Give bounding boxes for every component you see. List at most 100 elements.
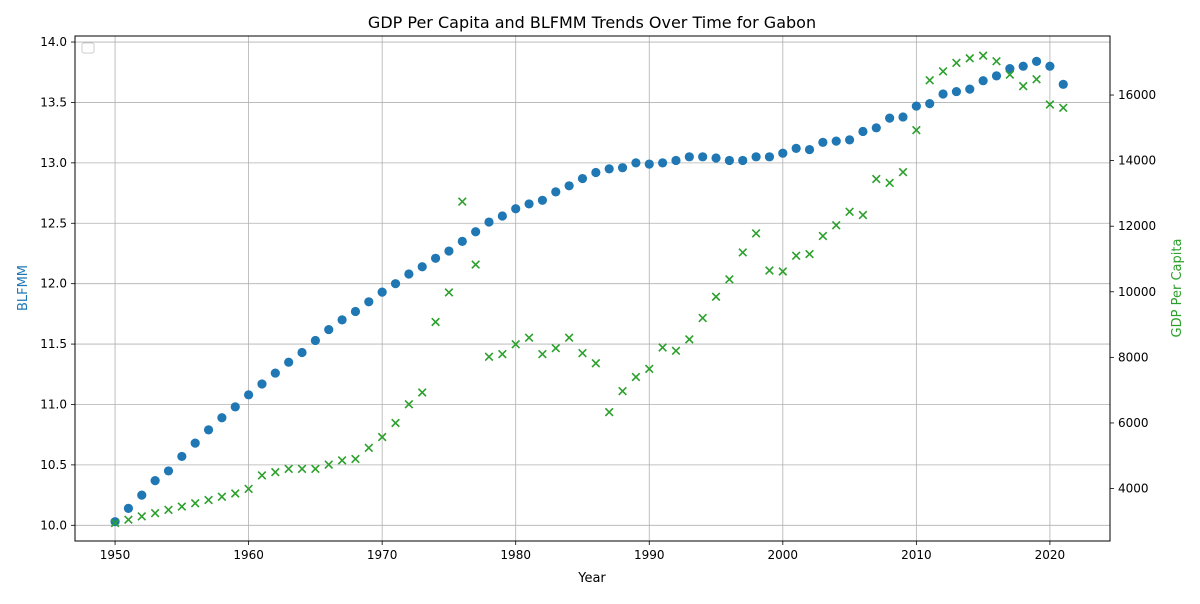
gdp-point <box>364 443 374 453</box>
gdp-point <box>190 498 200 508</box>
y-right-tick-label: 16000 <box>1118 88 1156 102</box>
blfmm-point <box>938 89 948 99</box>
blfmm-point <box>844 135 855 145</box>
y-right-tick-label: 8000 <box>1118 350 1149 364</box>
blfmm-point <box>764 152 775 162</box>
chart-title: GDP Per Capita and BLFMM Trends Over Tim… <box>368 13 816 32</box>
gdp-point <box>391 418 400 428</box>
y-left-tick-label: 11.5 <box>40 337 67 351</box>
gdp-point <box>217 492 227 502</box>
y-left-tick-label: 14.0 <box>40 35 67 49</box>
gdp-point <box>871 174 881 184</box>
y-left-tick-label: 10.0 <box>40 518 67 532</box>
x-tick-label: 1990 <box>634 548 665 562</box>
gdp-point <box>337 455 347 465</box>
gdp-point <box>952 58 961 68</box>
gdp-point <box>150 508 160 518</box>
y-left-tick-label: 12.0 <box>40 277 67 291</box>
gdp-point <box>297 464 307 474</box>
blfmm-point <box>778 148 788 158</box>
blfmm-point <box>163 466 174 476</box>
gdp-point <box>711 292 721 302</box>
x-tick-label: 1970 <box>367 548 398 562</box>
gdp-point <box>177 502 187 511</box>
gdp-point <box>564 333 574 343</box>
y-left-tick-label: 13.0 <box>40 156 67 170</box>
gdp-point <box>311 464 320 474</box>
gdp-point <box>911 125 921 135</box>
blfmm-point <box>577 173 588 184</box>
blfmm-point <box>658 158 668 168</box>
blfmm-point <box>137 490 147 500</box>
gdp-point <box>164 505 173 515</box>
y-right-tick-label: 12000 <box>1118 219 1156 233</box>
blfmm-point <box>337 315 347 325</box>
y-axis-left: 10.0 10.5 11.0 11.5 12.0 12.5 13.0 13.5 14.0 <box>40 35 75 532</box>
gdp-point <box>805 249 814 259</box>
blfmm-point <box>364 297 374 307</box>
gdp-point <box>230 489 240 498</box>
y-left-tick-label: 13.5 <box>40 95 67 109</box>
gdp-point <box>938 67 948 76</box>
gdp-point <box>925 75 935 85</box>
blfmm-point <box>965 84 975 94</box>
blfmm-point <box>804 144 815 155</box>
blfmm-point <box>217 413 227 423</box>
blfmm-point <box>911 101 921 111</box>
gdp-point <box>524 333 534 343</box>
grid-lines <box>75 36 1110 541</box>
gdp-point <box>377 432 387 442</box>
blfmm-point <box>471 227 481 237</box>
blfmm-point <box>831 136 841 146</box>
blfmm-point <box>1018 61 1028 71</box>
plot-area-frame <box>74 35 1111 542</box>
y-left-tick-label: 12.5 <box>40 216 67 230</box>
blfmm-point <box>310 335 320 346</box>
gdp-point <box>1045 100 1055 109</box>
blfmm-point <box>885 113 895 123</box>
gdp-point <box>551 343 561 353</box>
blfmm-point <box>671 155 681 166</box>
y-right-tick-label: 10000 <box>1118 285 1156 299</box>
gdp-point <box>751 229 761 238</box>
blfmm-point <box>591 167 601 178</box>
gdp-point <box>631 372 641 382</box>
gdp-point <box>791 251 801 261</box>
blfmm-point <box>497 211 507 221</box>
blfmm-point <box>203 425 214 435</box>
x-tick-label: 2000 <box>768 548 799 562</box>
gdp-point <box>244 484 253 494</box>
x-axis: 1950 1960 1970 1980 1990 2000 2010 2020 <box>100 541 1065 562</box>
gdp-point <box>1005 70 1015 80</box>
gdp-point <box>284 464 294 474</box>
gdp-point <box>511 339 521 349</box>
blfmm-point <box>284 357 294 367</box>
blfmm-point <box>230 402 240 412</box>
gdp-point <box>765 266 774 275</box>
blfmm-point <box>631 158 641 168</box>
blfmm-point <box>684 152 694 162</box>
blfmm-point <box>177 451 187 462</box>
gdp-point <box>497 349 507 359</box>
y-left-tick-label: 10.5 <box>40 458 67 472</box>
blfmm-point <box>430 253 441 263</box>
y-axis-right: 4000 6000 8000 10000 12000 14000 16000 <box>1110 88 1156 496</box>
gdp-point <box>644 364 654 374</box>
y-axis-right-label: GDP Per Capita <box>1170 239 1185 338</box>
x-tick-label: 1960 <box>233 548 264 562</box>
gdp-point <box>698 313 708 323</box>
blfmm-point <box>324 324 334 335</box>
blfmm-point <box>457 236 467 246</box>
blfmm-point <box>724 155 734 166</box>
blfmm-point <box>698 152 708 162</box>
gdp-point <box>885 178 895 188</box>
blfmm-point <box>417 262 427 272</box>
y-right-tick-label: 14000 <box>1118 154 1156 168</box>
gdp-point <box>845 207 854 217</box>
blfmm-point <box>484 217 494 227</box>
x-axis-label: Year <box>577 571 606 586</box>
gdp-series <box>110 51 1068 528</box>
blfmm-point <box>1005 64 1015 74</box>
